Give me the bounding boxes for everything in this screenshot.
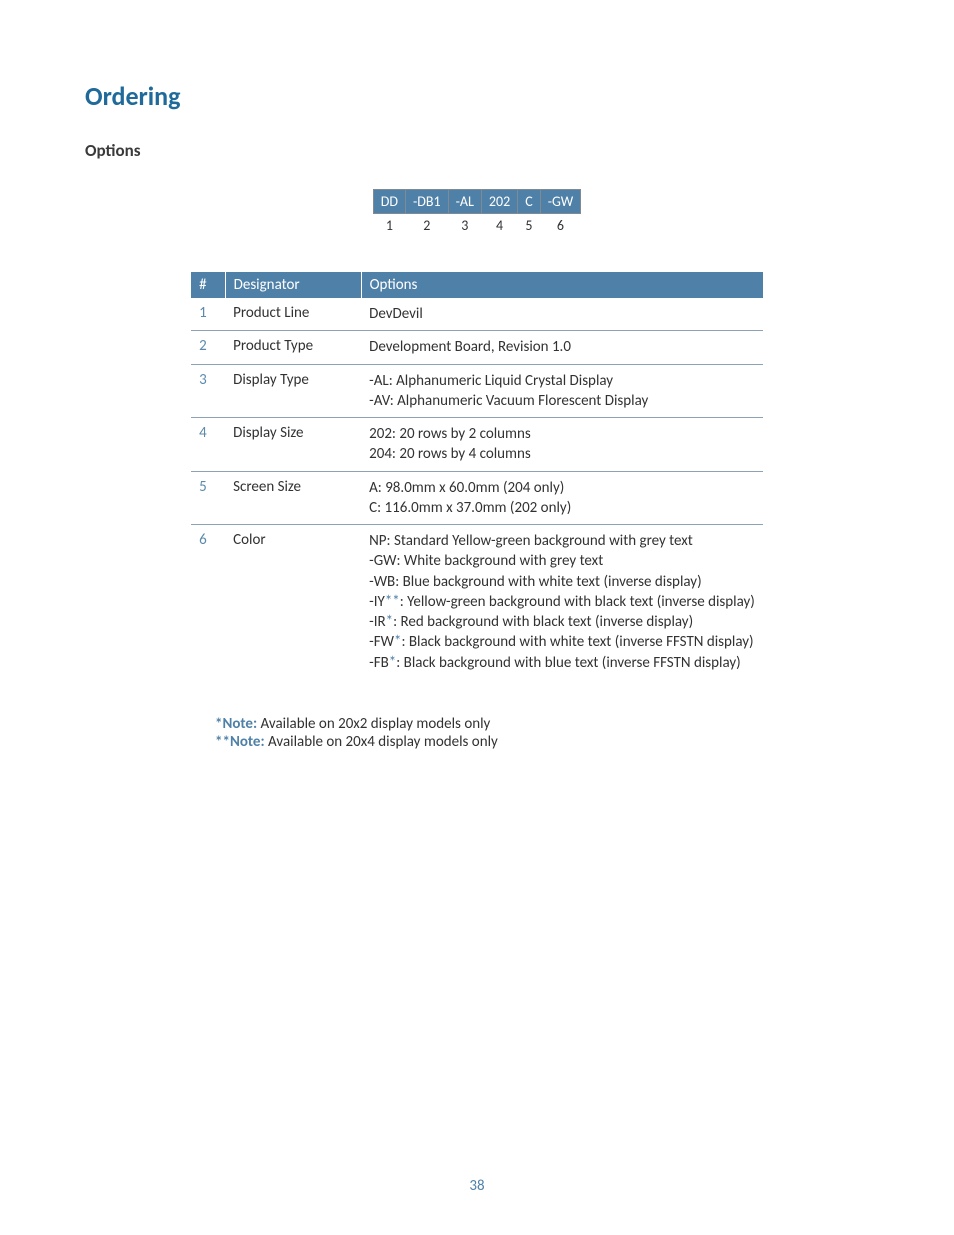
row-index: 1: [191, 298, 225, 331]
footnote-marker: *: [389, 654, 396, 672]
table-row: 4Display Size202: 20 rows by 2 columns20…: [191, 418, 763, 472]
row-options: NP: Standard Yellow-green background wit…: [361, 525, 763, 679]
option-line: -IR*: Red background with black text (in…: [369, 612, 755, 632]
table-row: 6Color NP: Standard Yellow-green backgrou…: [191, 525, 763, 679]
option-line: A: 98.0mm x 60.0mm (204 only): [369, 478, 755, 498]
option-line: -FW*: Black background with white text (…: [369, 632, 755, 652]
code-index-cell: 1: [373, 214, 405, 238]
row-designator: Screen Size: [225, 471, 361, 525]
footnote-line: *Note: Available on 20x2 display models …: [215, 715, 869, 733]
option-line: -IY**: Yellow-green background with blac…: [369, 592, 755, 612]
col-header-options: Options: [361, 272, 763, 298]
row-index: 3: [191, 364, 225, 418]
option-line: Development Board, Revision 1.0: [369, 337, 755, 357]
row-index: 2: [191, 331, 225, 364]
code-index-cell: 3: [448, 214, 481, 238]
code-cell: 202: [481, 190, 517, 214]
table-row: 5Screen SizeA: 98.0mm x 60.0mm (204 only…: [191, 471, 763, 525]
footnote-text: Available on 20x4 display models only: [265, 733, 498, 751]
index-row: 123456: [373, 214, 580, 238]
page-container: Ordering Options DD-DB1-AL202C-GW 123456…: [0, 0, 954, 1235]
code-index-cell: 4: [481, 214, 517, 238]
col-header-designator: Designator: [225, 272, 361, 298]
row-options: Development Board, Revision 1.0: [361, 331, 763, 364]
code-index-cell: 5: [518, 214, 540, 238]
footnote-label: **Note:: [215, 733, 265, 751]
footnote-marker: **: [385, 593, 400, 611]
row-index: 4: [191, 418, 225, 472]
page-heading: Ordering: [85, 80, 869, 112]
code-cell: -AL: [448, 190, 481, 214]
option-line: C: 116.0mm x 37.0mm (202 only): [369, 498, 755, 518]
row-designator: Product Line: [225, 298, 361, 331]
table-row: 2Product Type Development Board, Revision…: [191, 331, 763, 364]
option-line: 204: 20 rows by 4 columns: [369, 444, 755, 464]
row-options: 202: 20 rows by 2 columns204: 20 rows by…: [361, 418, 763, 472]
table-row: 1Product Line DevDevil: [191, 298, 763, 331]
table-row: 3Display Type-AL: Alphanumeric Liquid Cr…: [191, 364, 763, 418]
footnote-line: **Note: Available on 20x4 display models…: [215, 733, 869, 751]
code-cell: DD: [373, 190, 405, 214]
row-designator: Color: [225, 525, 361, 679]
row-index: 6: [191, 525, 225, 679]
row-index: 5: [191, 471, 225, 525]
footnote-label: *Note:: [215, 715, 257, 733]
code-row: DD-DB1-AL202C-GW: [373, 190, 580, 214]
option-line: -FB*: Black background with blue text (i…: [369, 653, 755, 673]
row-options: -AL: Alphanumeric Liquid Crystal Display…: [361, 364, 763, 418]
row-designator: Display Size: [225, 418, 361, 472]
part-code-table: DD-DB1-AL202C-GW 123456: [373, 189, 581, 238]
code-index-cell: 6: [540, 214, 581, 238]
row-designator: Product Type: [225, 331, 361, 364]
code-cell: -DB1: [406, 190, 449, 214]
code-cell: -GW: [540, 190, 581, 214]
footnote-marker: *: [386, 613, 393, 631]
footnotes: *Note: Available on 20x2 display models …: [215, 715, 869, 751]
footnote-text: Available on 20x2 display models only: [257, 715, 490, 733]
options-table: # Designator Options 1Product Line DevDev…: [191, 272, 763, 679]
option-line: 202: 20 rows by 2 columns: [369, 424, 755, 444]
page-number: 38: [0, 1177, 954, 1195]
row-options: A: 98.0mm x 60.0mm (204 only)C: 116.0mm …: [361, 471, 763, 525]
option-line: -GW: White background with grey text: [369, 551, 755, 571]
option-line: NP: Standard Yellow-green background wit…: [369, 531, 755, 551]
option-line: -WB: Blue background with white text (in…: [369, 572, 755, 592]
option-line: -AL: Alphanumeric Liquid Crystal Display: [369, 371, 755, 391]
section-subheading: Options: [85, 140, 869, 161]
code-cell: C: [518, 190, 540, 214]
col-header-index: #: [191, 272, 225, 298]
row-options: DevDevil: [361, 298, 763, 331]
option-line: DevDevil: [369, 304, 755, 324]
code-index-cell: 2: [406, 214, 449, 238]
row-designator: Display Type: [225, 364, 361, 418]
footnote-marker: *: [394, 633, 401, 651]
option-line: -AV: Alphanumeric Vacuum Florescent Disp…: [369, 391, 755, 411]
